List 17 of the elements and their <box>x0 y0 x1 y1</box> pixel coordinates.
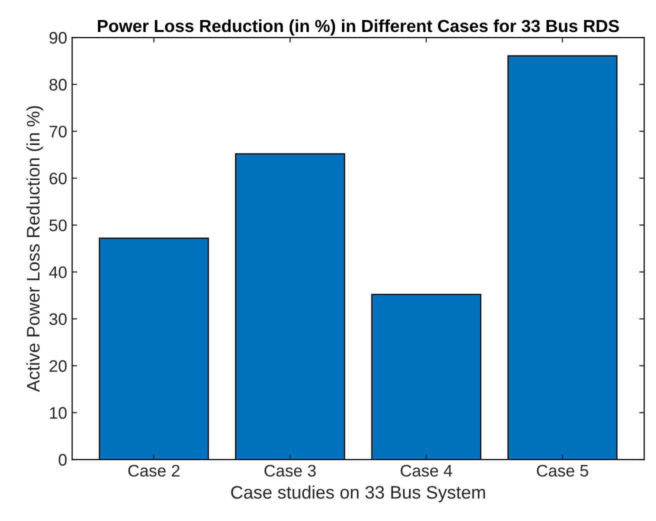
y-tick-label: 50 <box>49 219 67 232</box>
y-tick-label: 0 <box>58 454 67 466</box>
x-tick-label: Case 2 <box>128 464 180 477</box>
y-tick-label: 60 <box>50 172 67 184</box>
y-tick-label: 10 <box>50 407 67 419</box>
y-tick-label: 20 <box>50 360 67 372</box>
x-tick-label: Case 3 <box>264 464 316 477</box>
y-tick-label: 30 <box>49 313 67 326</box>
x-tick-label: Case 5 <box>536 464 588 477</box>
x-tick-label: Case 4 <box>400 464 452 477</box>
y-tick-label: 90 <box>50 32 67 44</box>
y-axis-title: Active Power Loss Reduction (in %) <box>26 106 44 392</box>
y-tick-label: 70 <box>50 126 67 138</box>
x-axis-title: Case studies on 33 Bus System <box>231 485 485 502</box>
y-tick-label: 40 <box>49 266 67 278</box>
y-tick-label: 80 <box>49 78 67 91</box>
chart-title: Power Loss Reduction (in %) in Different Cases for 33 Bus RDS <box>98 19 619 36</box>
